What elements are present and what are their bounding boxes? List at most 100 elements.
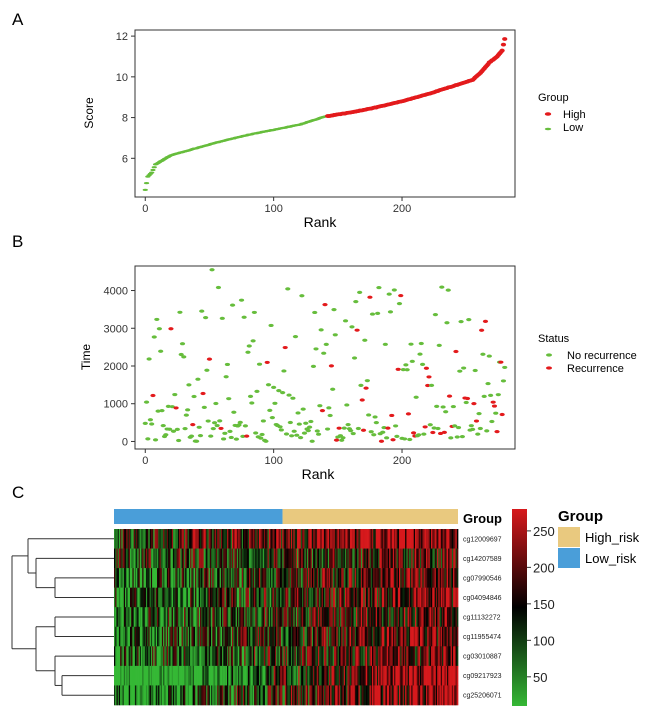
- panel-c-heatmap-cell: [297, 587, 299, 608]
- panel-c-heatmap-cell: [260, 529, 262, 549]
- panel-c-heatmap-cell: [327, 646, 330, 667]
- panel-c-heatmap-cell: [188, 529, 191, 549]
- panel-c-heatmap-cell: [184, 665, 186, 686]
- panel-c-heatmap-cell: [304, 529, 307, 549]
- panel-c-heatmap-cell: [289, 607, 292, 628]
- panel-c-heatmap-cell: [374, 529, 377, 549]
- panel-c-heatmap-cell: [367, 626, 369, 647]
- panel-c-heatmap-cell: [299, 665, 302, 686]
- panel-c-heatmap-cell: [258, 685, 261, 706]
- panel-c-heatmap-cell: [386, 665, 389, 686]
- panel-c-heatmap-cell: [203, 529, 206, 549]
- panel-c-heatmap-cell: [148, 626, 150, 647]
- panel-c-heatmap-cell: [379, 626, 381, 647]
- panel-c-heatmap-cell: [301, 626, 304, 647]
- panel-c-heatmap-cell: [123, 646, 126, 667]
- panel-c-heatmap-cell: [214, 607, 217, 628]
- panel-c-heatmap-cell: [211, 685, 213, 706]
- panel-c-heatmap-cell: [143, 568, 146, 588]
- panel-c-heatmap-cell: [159, 568, 162, 588]
- panel-c-heatmap-cell: [120, 529, 122, 549]
- panel-c-heatmap-cell: [367, 568, 369, 588]
- panel-c-heatmap-cell: [136, 529, 138, 549]
- panel-c-heatmap-cell: [303, 626, 305, 647]
- panel-c-heatmap-cell: [191, 607, 193, 628]
- panel-b-point-no-recurrence: [444, 321, 450, 325]
- panel-c-heatmap-cell: [438, 646, 440, 667]
- panel-c-heatmap-cell: [286, 568, 288, 588]
- panel-c-heatmap-cell: [160, 685, 163, 706]
- panel-c-heatmap-cell: [207, 607, 209, 628]
- panel-c-heatmap-cell: [271, 529, 273, 549]
- panel-c-heatmap-cell: [390, 685, 393, 706]
- panel-c-heatmap-cell: [390, 548, 393, 569]
- panel-c-heatmap-cell: [332, 607, 335, 628]
- panel-c-heatmap-cell: [278, 665, 281, 686]
- panel-c-heatmap-cell: [416, 626, 418, 647]
- panel-c-heatmap-cell: [293, 626, 295, 647]
- panel-c-heatmap-cell: [244, 685, 246, 706]
- panel-c-heatmap-cell: [327, 665, 330, 686]
- panel-c-heatmap-cell: [193, 626, 196, 647]
- panel-c-heatmap-cell: [138, 626, 141, 647]
- panel-b-point-no-recurrence: [142, 421, 148, 425]
- panel-b-point-no-recurrence: [210, 427, 216, 431]
- panel-c-heatmap-cell: [434, 646, 437, 667]
- panel-c-heatmap-cell: [455, 665, 458, 686]
- panel-c-heatmap-cell: [437, 626, 439, 647]
- panel-c-heatmap-cell: [268, 665, 271, 686]
- panel-c-heatmap-cell: [204, 685, 207, 706]
- panel-c-heatmap-cell: [230, 665, 233, 686]
- panel-c-heatmap-cell: [346, 529, 348, 549]
- panel-b-point-no-recurrence: [428, 383, 435, 387]
- panel-c-heatmap-cell: [222, 665, 224, 686]
- panel-c-heatmap-cell: [330, 568, 332, 588]
- panel-b-point-no-recurrence: [290, 396, 296, 400]
- panel-c-heatmap-cell: [149, 607, 152, 628]
- panel-c-heatmap-cell: [123, 607, 126, 628]
- panel-c-heatmap-cell: [430, 568, 433, 588]
- panel-c-heatmap-cell: [169, 548, 171, 569]
- panel-c-heatmap-cell: [327, 607, 330, 628]
- panel-c-heatmap-cell: [326, 548, 329, 569]
- panel-c-heatmap-cell: [440, 646, 443, 667]
- panel-c-heatmap-cell: [168, 587, 170, 608]
- panel-c-heatmap-cell: [422, 607, 424, 628]
- panel-c-heatmap-cell: [230, 548, 233, 569]
- panel-c-heatmap-cell: [373, 665, 375, 686]
- panel-c-heatmap-cell: [257, 568, 260, 588]
- panel-c-heatmap-cell: [231, 646, 234, 667]
- panel-c-heatmap-cell: [161, 529, 164, 549]
- panel-c-heatmap-cell: [395, 529, 397, 549]
- panel-c-heatmap-cell: [410, 665, 412, 686]
- panel-c-heatmap-cell: [370, 685, 373, 706]
- panel-c-heatmap-cell: [293, 587, 295, 608]
- panel-b-point-no-recurrence: [285, 287, 291, 291]
- panel-c-heatmap-cell: [136, 587, 138, 608]
- panel-c-heatmap-cell: [276, 587, 278, 608]
- panel-c-heatmap-cell: [405, 665, 407, 686]
- panel-b-point-recurrence: [490, 400, 496, 404]
- panel-c-heatmap-cell: [224, 587, 227, 608]
- panel-b-point-recurrence: [430, 430, 436, 435]
- panel-c-heatmap-cell: [306, 529, 309, 549]
- panel-c-heatmap-cell: [389, 607, 391, 628]
- panel-c-heatmap-cell: [122, 587, 125, 608]
- panel-c-heatmap-cell: [319, 587, 321, 608]
- panel-c-heatmap-cell: [196, 529, 198, 549]
- panel-c-heatmap-cell: [408, 587, 411, 608]
- panel-c-heatmap-cell: [442, 529, 444, 549]
- panel-b-point-no-recurrence: [386, 292, 392, 296]
- panel-b-point-no-recurrence: [238, 298, 245, 302]
- panel-c-heatmap-cell: [311, 548, 314, 569]
- panel-c-heatmap-cell: [148, 548, 150, 569]
- panel-c-heatmap-cell: [375, 665, 378, 686]
- panel-c-heatmap-cell: [252, 685, 255, 706]
- panel-c-heatmap-cell: [454, 529, 456, 549]
- panel-c-heatmap-cell: [299, 607, 302, 628]
- panel-c-heatmap-cell: [203, 626, 206, 647]
- panel-c-heatmap-cell: [224, 529, 227, 549]
- panel-c-heatmap-cell: [298, 587, 300, 608]
- panel-c-heatmap-cell: [212, 626, 214, 647]
- panel-c-heatmap-cell: [115, 529, 117, 549]
